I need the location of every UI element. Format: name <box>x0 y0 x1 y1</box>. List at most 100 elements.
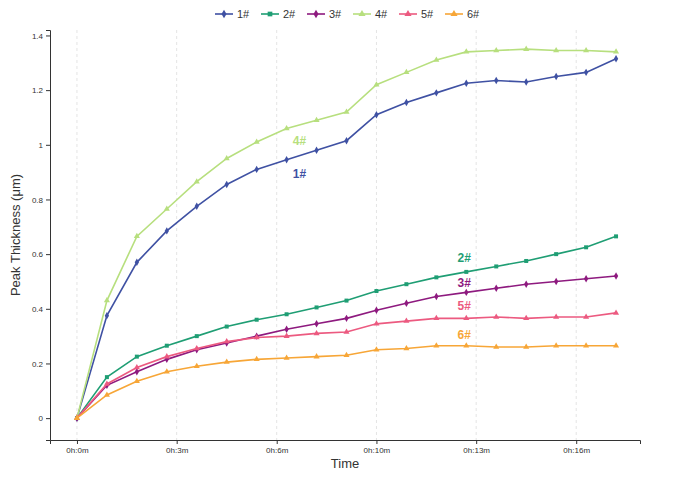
grid <box>77 30 576 440</box>
series-marker <box>404 282 408 286</box>
series-marker <box>493 344 499 349</box>
series-line <box>77 236 616 418</box>
x-axis-line <box>51 441 641 445</box>
series-marker <box>254 356 260 361</box>
x-axis: 0h:0m0h:3m0h:6m0h:10m0h:13m0h:16m <box>51 440 641 455</box>
y-tick-mark <box>46 418 50 419</box>
y-tick-mark <box>46 145 50 146</box>
legend-marker <box>268 12 273 17</box>
series-marker <box>524 280 528 287</box>
series-marker <box>74 415 80 420</box>
series-marker <box>284 354 290 359</box>
series-line <box>77 346 616 418</box>
series-line <box>77 276 616 418</box>
grid-line <box>576 30 577 440</box>
legend-item[interactable]: 1# <box>215 8 250 20</box>
y-tick-mark <box>46 254 50 255</box>
series <box>75 272 618 422</box>
series-marker <box>225 325 229 329</box>
annotation: 2# <box>458 251 472 265</box>
y-tick-label: 0.4 <box>32 305 44 314</box>
series-marker <box>404 300 408 307</box>
y-tick-mark <box>46 199 50 200</box>
x-tick-mark <box>376 440 377 444</box>
series-marker <box>493 47 499 52</box>
y-tick: 0.8 <box>32 196 50 205</box>
series-marker <box>194 178 200 183</box>
series-marker <box>554 278 558 285</box>
x-tick-label: 0h:0m <box>66 446 89 455</box>
series-marker <box>553 47 559 52</box>
series-marker <box>433 342 439 347</box>
x-tick: 0h:6m <box>266 440 289 455</box>
series-marker <box>165 344 169 348</box>
series-marker <box>493 313 499 318</box>
x-tick-mark <box>77 440 78 444</box>
y-axis-line <box>46 31 51 441</box>
annotations: 4#1#2#3#5#6# <box>293 134 471 342</box>
series-line <box>77 59 616 418</box>
x-tick: 0h:0m <box>66 440 89 455</box>
series-marker <box>583 342 589 347</box>
series-marker <box>523 315 529 320</box>
legend-item[interactable]: 5# <box>399 8 434 20</box>
y-tick-mark <box>46 363 50 364</box>
legend-marker <box>313 10 318 19</box>
legend-item[interactable]: 2# <box>261 8 296 20</box>
series-marker <box>373 320 379 325</box>
x-tick: 0h:13m <box>463 440 490 455</box>
legend-marker <box>221 10 226 19</box>
series-marker <box>224 155 230 160</box>
series-marker <box>134 233 140 238</box>
annotation: 5# <box>458 299 472 313</box>
y-tick-label: 1.2 <box>32 86 44 95</box>
series-marker <box>373 81 379 86</box>
series-marker <box>284 333 290 338</box>
series-marker <box>403 345 409 350</box>
y-tick: 1 <box>39 141 50 150</box>
chart: 0h:0m0h:3m0h:6m0h:10m0h:13m0h:16m00.20.4… <box>0 0 680 480</box>
series-marker <box>194 345 200 350</box>
series-marker <box>463 315 469 320</box>
series-marker <box>255 318 259 322</box>
series-marker <box>614 55 618 62</box>
series-marker <box>254 334 260 339</box>
series-marker <box>343 352 349 357</box>
x-axis-title: Time <box>331 456 359 471</box>
series-marker <box>464 270 468 274</box>
series-marker <box>553 313 559 318</box>
grid-line <box>476 30 477 440</box>
y-axis: 00.20.40.60.811.21.4 <box>32 31 51 441</box>
series-marker <box>613 48 619 53</box>
y-tick-label: 0.2 <box>32 360 44 369</box>
series-marker <box>584 69 588 76</box>
grid-line <box>76 30 77 440</box>
legend-label: 3# <box>329 8 342 20</box>
series-marker <box>584 275 588 282</box>
x-tick-mark <box>576 440 577 444</box>
y-axis-title: Peak Thickness (μm) <box>8 174 23 296</box>
series-marker <box>285 312 289 316</box>
series-marker <box>523 344 529 349</box>
y-tick: 0.6 <box>32 250 50 259</box>
x-tick-label: 0h:10m <box>364 446 391 455</box>
series-marker <box>254 139 260 144</box>
y-tick-label: 0.6 <box>32 250 44 259</box>
x-tick: 0h:3m <box>166 440 189 455</box>
series-marker <box>284 125 290 130</box>
series-marker <box>434 293 438 300</box>
series-marker <box>374 289 378 293</box>
series <box>74 46 619 420</box>
series-marker <box>314 320 318 327</box>
legend-item[interactable]: 6# <box>445 8 480 20</box>
series-marker <box>613 342 619 347</box>
x-tick: 0h:10m <box>364 440 391 455</box>
legend-label: 5# <box>421 8 434 20</box>
legend-marker <box>358 10 365 16</box>
legend-item[interactable]: 4# <box>353 8 388 20</box>
legend-item[interactable]: 3# <box>307 8 342 20</box>
series-marker <box>584 245 588 249</box>
grid-line <box>176 30 177 440</box>
series-marker <box>315 305 319 309</box>
y-tick: 0.2 <box>32 360 50 369</box>
